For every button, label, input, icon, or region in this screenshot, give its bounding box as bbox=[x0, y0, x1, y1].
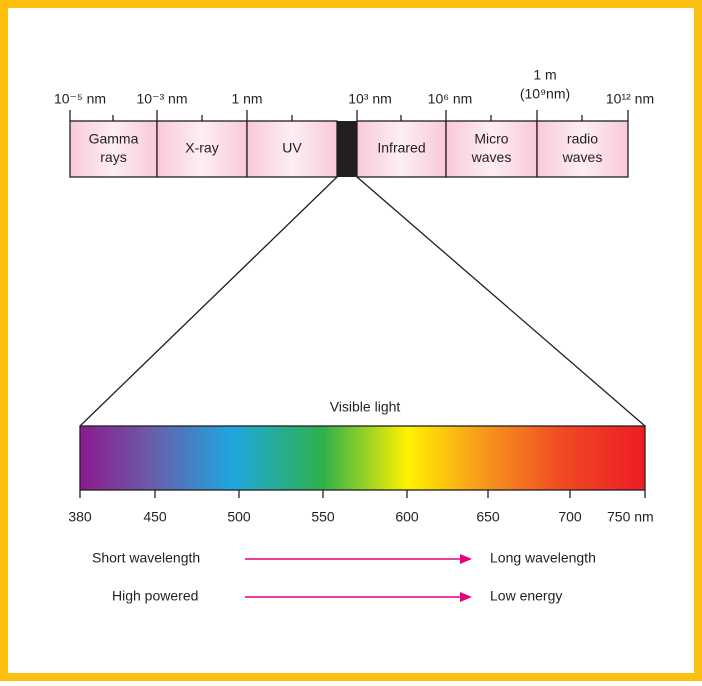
wavelength-label: 10⁻⁵ nm bbox=[54, 91, 106, 107]
arrow-from: High powered bbox=[112, 588, 198, 604]
band-label: X-ray bbox=[185, 140, 218, 156]
band-label: Infrared bbox=[377, 140, 425, 156]
scale-label: 500 bbox=[227, 509, 251, 525]
band-box bbox=[156, 120, 248, 178]
wavelength-label: 1 nm bbox=[231, 91, 262, 107]
wavelength-label: 10⁶ nm bbox=[428, 91, 473, 107]
visible-band bbox=[337, 121, 357, 177]
band-label: UV bbox=[282, 140, 302, 156]
zoom-line bbox=[356, 176, 646, 427]
scale-label: 600 bbox=[395, 509, 419, 525]
visible-title: Visible light bbox=[330, 399, 401, 415]
scale-label: 750 nm bbox=[607, 509, 654, 525]
band-box bbox=[536, 120, 629, 178]
scale-label: 380 bbox=[68, 509, 92, 525]
arrow-head bbox=[460, 592, 472, 602]
scale-label: 650 bbox=[476, 509, 500, 525]
scale-label: 550 bbox=[311, 509, 335, 525]
arrow-head bbox=[460, 554, 472, 564]
scale-label: 450 bbox=[143, 509, 167, 525]
wavelength-label: (10⁹nm) bbox=[520, 86, 570, 102]
band-box bbox=[356, 120, 447, 178]
arrow-from: Short wavelength bbox=[92, 550, 200, 566]
band-box bbox=[69, 120, 158, 178]
wavelength-label: 10¹² nm bbox=[606, 91, 654, 107]
visible-spectrum bbox=[79, 425, 646, 491]
arrow-to: Long wavelength bbox=[490, 550, 596, 566]
zoom-line bbox=[79, 176, 338, 427]
arrow-to: Low energy bbox=[490, 588, 562, 604]
wavelength-label: 10⁻³ nm bbox=[137, 91, 188, 107]
wavelength-label: 1 m bbox=[533, 67, 556, 83]
scale-label: 700 bbox=[558, 509, 582, 525]
wavelength-label: 10³ nm bbox=[348, 91, 392, 107]
